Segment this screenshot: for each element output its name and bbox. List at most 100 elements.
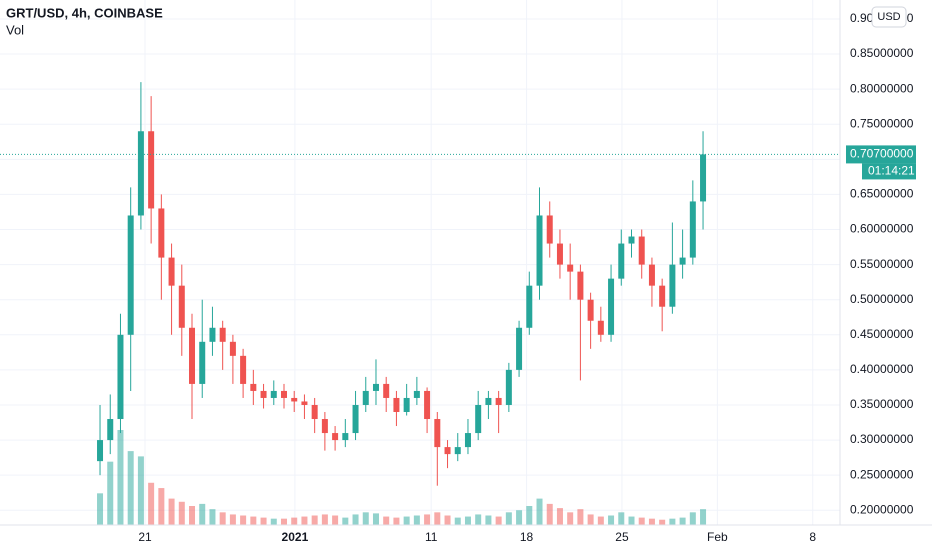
candle-body [516, 327, 523, 370]
candle-body [413, 390, 420, 398]
volume-bar [250, 516, 257, 525]
y-tick-label: 0.25000000 [850, 467, 914, 481]
candle-body [608, 278, 615, 335]
candle-body [148, 131, 155, 209]
plot [0, 82, 840, 525]
candle-body [250, 383, 257, 391]
volume-bar [434, 512, 441, 525]
candle-body [475, 404, 482, 434]
volume-bar [117, 430, 124, 525]
candle-body [372, 383, 379, 391]
price-axis [840, 0, 932, 550]
candle-body [229, 341, 236, 356]
volume-bar [97, 493, 104, 525]
candle-body [270, 390, 277, 398]
volume-bar [597, 516, 604, 525]
volume-bar [362, 512, 369, 525]
volume-bar [260, 517, 267, 525]
countdown-label: 01:14:21 [868, 164, 915, 178]
candle-body [618, 243, 625, 279]
y-tick-label: 0.45000000 [850, 327, 914, 341]
volume-bar [648, 518, 655, 525]
volume-bar [608, 515, 615, 525]
volume-bar [495, 516, 502, 525]
volume-bar [546, 503, 553, 525]
candle-body [700, 154, 707, 202]
candle-body [505, 369, 512, 405]
candle-body [280, 390, 287, 398]
candle-body [485, 397, 492, 405]
y-tick-label: 0.40000000 [850, 362, 914, 376]
currency-label[interactable]: USD [877, 11, 900, 23]
candle-body [209, 327, 216, 342]
x-tick-label: 8 [809, 530, 816, 544]
volume-bar [475, 514, 482, 525]
volume-bar [485, 515, 492, 525]
volume-bar [393, 517, 400, 525]
x-tick-label: 18 [520, 530, 534, 544]
candle-body [444, 447, 451, 455]
last-price-label: 0.70700000 [850, 147, 914, 161]
volume-bar [342, 517, 349, 525]
volume-bar [240, 515, 247, 525]
volume-bar [444, 515, 451, 525]
volume-bar [229, 514, 236, 525]
volume-bar [178, 501, 185, 525]
candle-body [352, 404, 359, 434]
candle-body [689, 201, 696, 258]
volume-bar [454, 517, 461, 525]
candle-body [127, 215, 134, 335]
candle-body [464, 433, 471, 448]
volume-bar [464, 516, 471, 525]
countdown-box [862, 163, 916, 180]
volume-bar [311, 515, 318, 525]
candle-body [178, 285, 185, 328]
volume-bar [567, 512, 574, 525]
y-tick-label: 0.65000000 [850, 187, 914, 201]
y-tick-label: 0.50000000 [850, 292, 914, 306]
currency-button[interactable] [871, 6, 907, 28]
volume-bar [301, 516, 308, 525]
volume-bar [403, 516, 410, 525]
candle-body [362, 390, 369, 405]
candle-body [403, 397, 410, 412]
volume-bar [587, 514, 594, 525]
candle-body [546, 215, 553, 244]
candle-body [301, 401, 308, 405]
volume-bar [669, 518, 676, 525]
candle-body [536, 215, 543, 286]
candle-body [168, 257, 175, 286]
volume-bar [413, 515, 420, 525]
volume-bar [516, 510, 523, 525]
y-tick-label: 0.85000000 [850, 46, 914, 60]
candle-body [189, 327, 196, 384]
candle-body [454, 447, 461, 455]
volume-bar [280, 518, 287, 525]
chart-title: GRT/USD, 4h, COINBASE [6, 5, 163, 20]
candle-body [137, 131, 144, 216]
candle-body [107, 419, 114, 441]
y-tick-label: 0.20000000 [850, 502, 914, 516]
volume-bar [209, 509, 216, 525]
candle-body [577, 271, 584, 300]
y-tick-label: 0.75000000 [850, 116, 914, 130]
candle-body [628, 236, 635, 244]
volume-bar [424, 514, 431, 525]
volume-bar [199, 503, 206, 525]
candle-body [332, 433, 339, 441]
y-tick-label: 0.35000000 [850, 397, 914, 411]
candle-body [669, 264, 676, 307]
candle-body [648, 264, 655, 286]
volume-bar [291, 517, 298, 525]
volume-bar [556, 508, 563, 525]
candle-body [567, 264, 574, 272]
volume-bar [618, 512, 625, 525]
volume-bar [168, 498, 175, 525]
candle-body [526, 285, 533, 328]
volume-bar [332, 515, 339, 525]
volume-bar [189, 506, 196, 525]
candle-body [311, 404, 318, 420]
volume-bar [700, 509, 707, 525]
